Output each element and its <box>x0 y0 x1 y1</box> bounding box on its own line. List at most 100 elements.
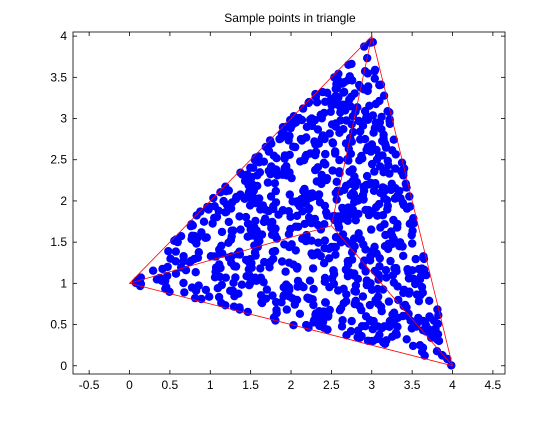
x-tick-label: 2 <box>288 378 295 392</box>
sample-point <box>268 291 277 300</box>
sample-point <box>298 234 307 243</box>
sample-point <box>286 212 295 221</box>
sample-point <box>163 271 172 281</box>
sample-point <box>377 307 386 316</box>
sample-point <box>362 171 372 181</box>
sample-point <box>329 279 339 289</box>
sample-point <box>348 188 357 198</box>
sample-point <box>360 67 370 76</box>
sample-point <box>173 237 182 247</box>
sample-point <box>307 193 316 202</box>
sample-point <box>293 262 302 272</box>
sample-point <box>335 128 344 137</box>
sample-point <box>349 271 359 280</box>
sample-point <box>393 223 402 232</box>
sample-point <box>367 159 377 169</box>
sample-point <box>299 156 309 165</box>
sample-point <box>229 302 239 311</box>
sample-point <box>278 206 287 215</box>
y-tick-label: 3 <box>60 112 67 126</box>
sample-point <box>297 136 307 145</box>
sample-point <box>302 320 311 330</box>
sample-point <box>362 280 371 290</box>
sample-point <box>217 227 227 237</box>
sample-point <box>402 204 412 213</box>
sample-point <box>362 145 371 155</box>
sample-point <box>369 336 378 346</box>
sample-point <box>418 288 427 297</box>
sample-point <box>252 275 261 285</box>
sample-point <box>336 102 345 112</box>
sample-point <box>396 238 405 247</box>
sample-point <box>171 269 181 278</box>
sample-point <box>315 307 324 316</box>
sample-point <box>237 280 247 289</box>
sample-point <box>353 326 363 335</box>
sample-point <box>359 240 368 249</box>
sample-point <box>390 194 400 203</box>
sample-point <box>391 150 400 159</box>
sample-point <box>411 254 420 264</box>
sample-point <box>393 313 402 323</box>
sample-point <box>374 199 384 209</box>
sample-point <box>286 115 295 125</box>
sample-point <box>388 332 397 341</box>
sample-point <box>266 192 276 201</box>
sample-point <box>434 336 444 346</box>
sample-point <box>372 145 381 155</box>
sample-point <box>297 115 307 125</box>
sample-point <box>268 247 277 256</box>
sample-point <box>250 155 260 165</box>
sample-point <box>370 123 380 133</box>
sample-point <box>233 250 242 259</box>
sample-point <box>328 166 337 175</box>
sample-point <box>235 191 245 200</box>
sample-point <box>393 322 402 331</box>
sample-point <box>369 316 378 326</box>
sample-point <box>314 238 323 247</box>
sample-point <box>350 172 359 181</box>
sample-point <box>401 179 410 188</box>
sample-point <box>339 284 348 293</box>
sample-point <box>289 142 298 151</box>
sample-point <box>165 287 174 296</box>
sample-point <box>303 293 312 302</box>
sample-point <box>402 335 411 344</box>
sample-point <box>224 186 233 195</box>
sample-point <box>382 273 391 282</box>
sample-point <box>363 86 372 96</box>
sample-point <box>321 149 330 159</box>
sample-point <box>344 203 353 212</box>
sample-point <box>262 285 272 294</box>
sample-point <box>337 322 347 331</box>
sample-point <box>215 272 225 282</box>
sample-point <box>192 239 201 248</box>
sample-point <box>399 285 409 294</box>
sample-point <box>295 309 305 318</box>
sample-point <box>272 154 281 163</box>
sample-point <box>343 155 352 164</box>
sample-point <box>417 347 427 356</box>
sample-point <box>284 258 294 267</box>
x-tick-label: 3 <box>368 378 375 392</box>
sample-point <box>221 208 230 217</box>
sample-point <box>321 298 330 307</box>
sample-point <box>148 266 158 275</box>
sample-point <box>371 295 380 305</box>
x-tick-label: -0.5 <box>79 378 100 392</box>
sample-point <box>179 278 188 288</box>
sample-point <box>358 261 367 270</box>
sample-point <box>191 268 200 277</box>
sample-point <box>269 254 278 264</box>
sample-point <box>321 160 330 169</box>
sample-point <box>407 230 416 240</box>
sample-point <box>336 304 346 313</box>
sample-point <box>193 253 203 262</box>
sample-point <box>236 225 245 234</box>
sample-point <box>214 206 223 215</box>
sample-point <box>227 258 236 267</box>
x-tick-label: 1.5 <box>242 378 259 392</box>
sample-point <box>313 125 323 134</box>
sample-point <box>326 94 336 104</box>
